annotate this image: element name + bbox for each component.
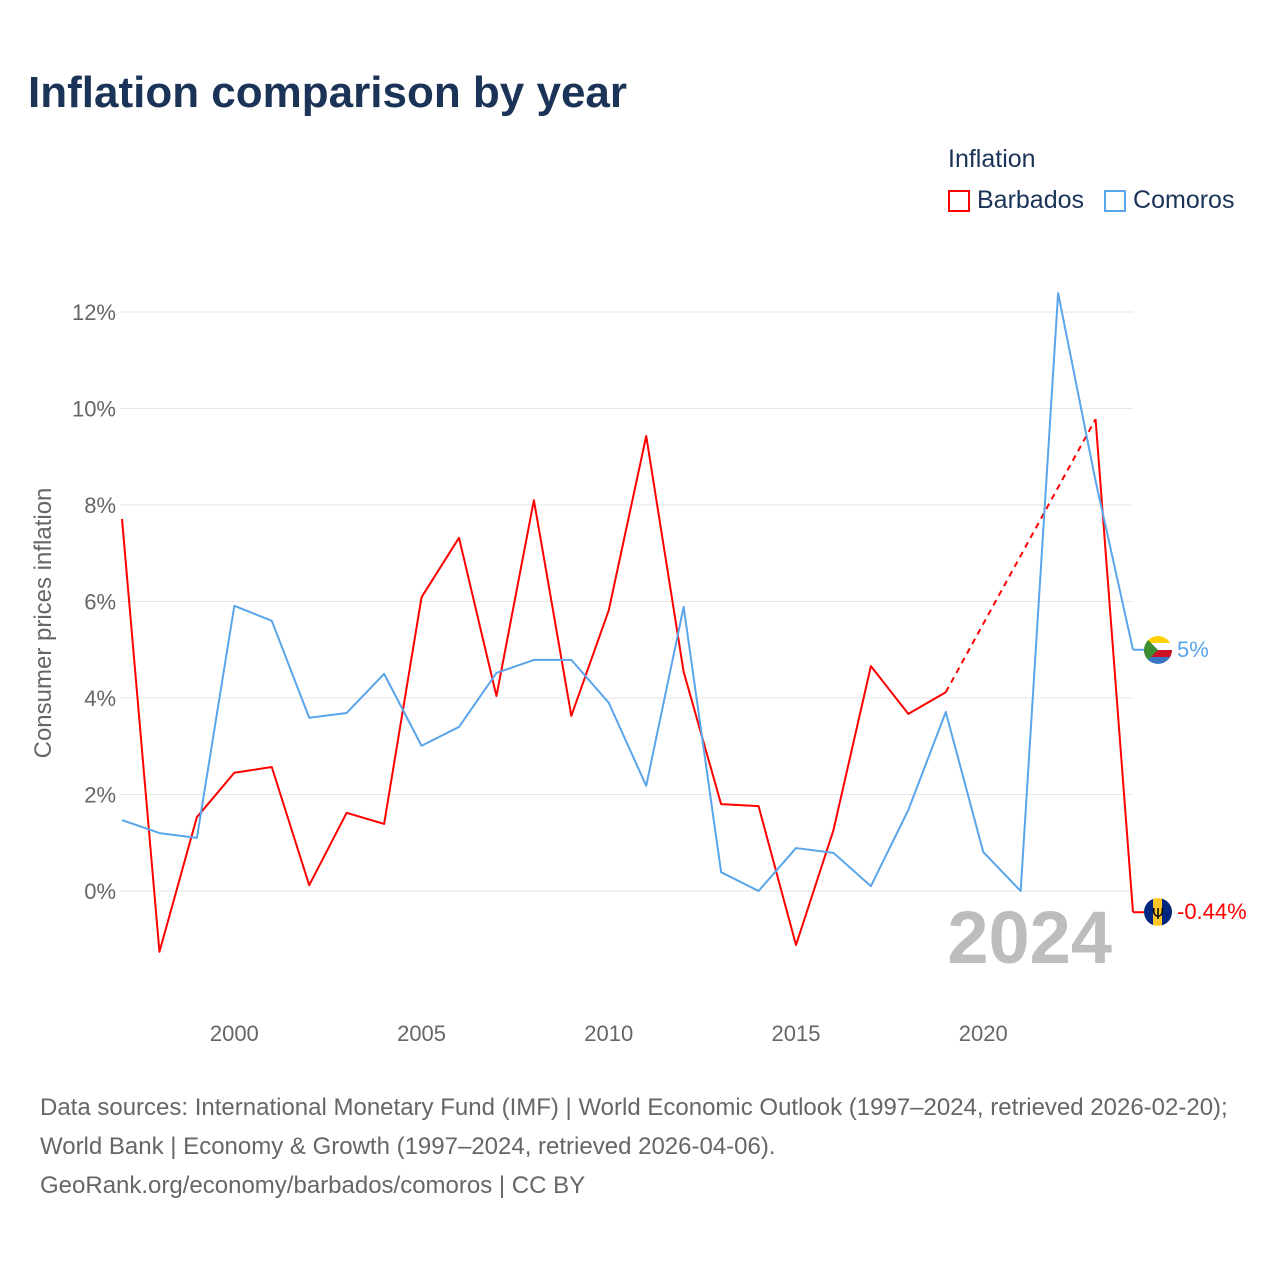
footer: Data sources: International Monetary Fun… — [40, 1088, 1250, 1205]
y-tick-label: 6% — [84, 590, 116, 615]
y-tick-label: 12% — [72, 300, 116, 325]
barbados-end-label: -0.44% — [1177, 899, 1247, 924]
credit-link[interactable]: GeoRank.org/economy/barbados/comoros | C… — [40, 1172, 586, 1199]
comoros-flag-icon — [1144, 636, 1172, 664]
y-tick-label: 4% — [84, 686, 116, 711]
x-tick-label: 2015 — [772, 1021, 821, 1046]
legend-label: Comoros — [1133, 186, 1235, 214]
legend-swatch-comoros — [1104, 189, 1127, 212]
y-axis-label: Consumer prices inflation — [30, 488, 57, 759]
barbados-flag-icon: Ψ — [1144, 898, 1172, 926]
series-gap-barbados — [944, 418, 1097, 693]
watermark-year: 2024 — [947, 896, 1112, 979]
chart-title: Inflation comparison by year — [28, 68, 628, 117]
series-line-barbados — [121, 419, 1134, 953]
y-tick-label: 10% — [72, 397, 116, 422]
legend-swatch-barbados — [948, 189, 970, 212]
y-tick-label: 8% — [84, 493, 116, 518]
y-tick-label: 2% — [84, 783, 116, 808]
legend-item-barbados[interactable]: Barbados — [948, 186, 1084, 215]
x-tick-label: 2005 — [397, 1021, 446, 1046]
x-tick-label: 2000 — [210, 1021, 259, 1046]
data-sources: Data sources: International Monetary Fun… — [40, 1094, 1228, 1160]
legend-item-comoros[interactable]: Comoros — [1104, 186, 1234, 215]
legend-title: Inflation — [948, 145, 1036, 173]
y-tick-label: 0% — [84, 879, 116, 904]
comoros-end-label: 5% — [1177, 637, 1209, 662]
x-tick-label: 2010 — [584, 1021, 633, 1046]
legend: Barbados Comoros — [948, 186, 1234, 215]
svg-text:Ψ: Ψ — [1152, 905, 1164, 923]
x-tick-label: 2020 — [959, 1021, 1008, 1046]
series-line-comoros — [121, 292, 1134, 892]
legend-label: Barbados — [977, 186, 1085, 214]
